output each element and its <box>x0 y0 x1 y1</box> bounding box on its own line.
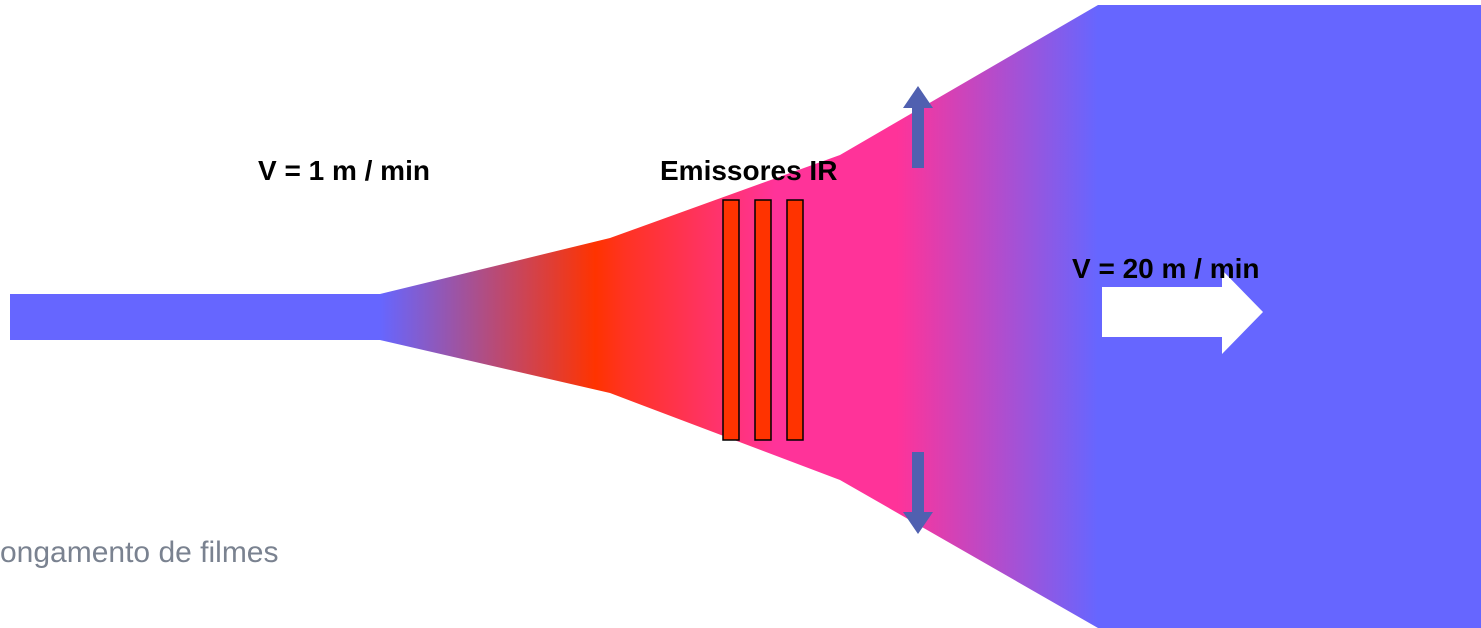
arrow-down <box>903 452 933 534</box>
ir-emitter <box>786 199 804 441</box>
ir-emitter <box>754 199 772 441</box>
emitters-label: Emissores IR <box>660 155 837 186</box>
outlet-speed: V = 20 m / min <box>1072 253 1260 284</box>
arrow-up <box>903 86 933 168</box>
caption: ongamento de filmes <box>0 536 279 569</box>
inlet-speed: V = 1 m / min <box>258 155 430 186</box>
ir-emitter <box>722 199 740 441</box>
direction-arrow <box>1102 270 1263 354</box>
inlet-film <box>10 294 382 340</box>
